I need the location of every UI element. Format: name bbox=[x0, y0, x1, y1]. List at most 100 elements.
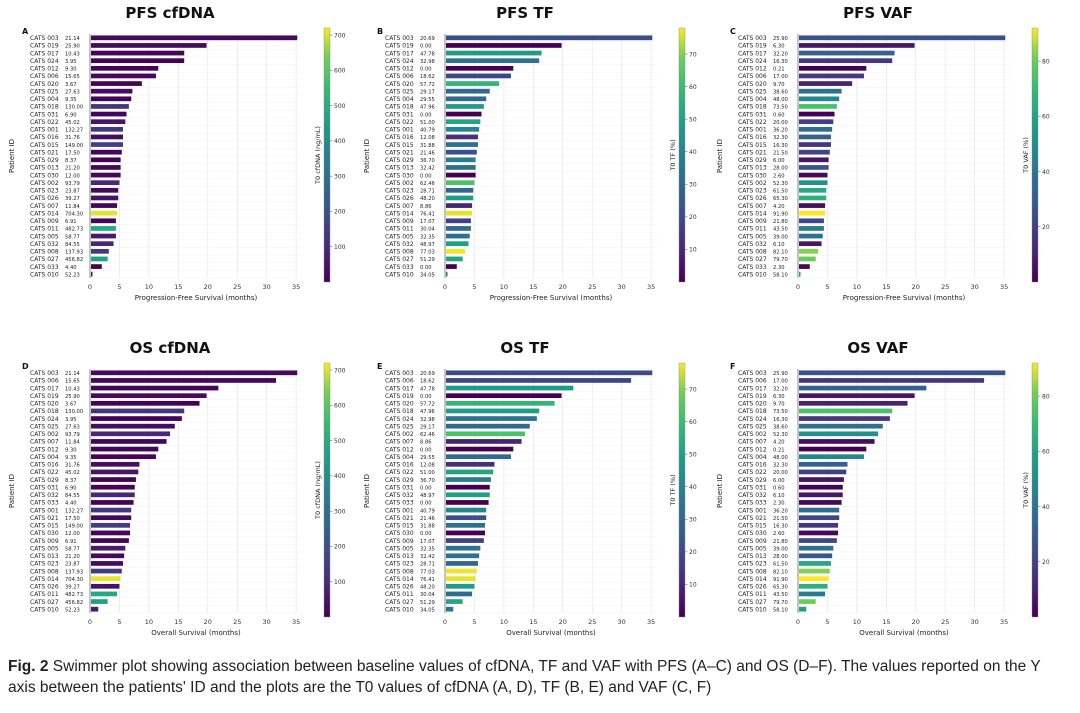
patient-id-label: CATS 015 bbox=[738, 142, 767, 149]
colorbar-tick-label: 100 bbox=[334, 579, 346, 586]
panel-letter: A bbox=[22, 27, 29, 36]
t0-value-label: 0.60 bbox=[773, 485, 785, 491]
t0-value-label: 73.50 bbox=[773, 105, 788, 111]
bar-cats-030 bbox=[446, 530, 486, 536]
t0-value-label: 149.00 bbox=[65, 524, 83, 530]
t0-value-label: 61.50 bbox=[773, 189, 788, 195]
t0-value-label: 17.00 bbox=[773, 379, 788, 385]
bar-cats-005 bbox=[91, 233, 116, 239]
panel-title: OS VAF bbox=[847, 339, 908, 357]
patient-id-label: CATS 009 bbox=[30, 538, 59, 545]
t0-value-label: 17.50 bbox=[65, 516, 80, 522]
bar-cats-022 bbox=[446, 469, 494, 475]
bar-cats-012 bbox=[799, 65, 867, 71]
colorbar-tick-label: 30 bbox=[689, 517, 697, 524]
patient-id-label: CATS 009 bbox=[738, 218, 767, 225]
patient-id-label: CATS 027 bbox=[30, 599, 59, 606]
bar-cats-009 bbox=[799, 218, 824, 224]
x-tick-label: 30 bbox=[263, 618, 271, 626]
patient-id-label: CATS 030 bbox=[738, 530, 767, 537]
bar-cats-004 bbox=[799, 96, 840, 102]
bar-cats-019 bbox=[91, 393, 207, 399]
bar-cats-031 bbox=[799, 111, 835, 117]
bar-cats-008 bbox=[446, 568, 477, 574]
patient-id-label: CATS 013 bbox=[30, 165, 59, 172]
bar-cats-011 bbox=[799, 226, 824, 231]
bar-cats-027 bbox=[91, 256, 108, 262]
patient-id-label: CATS 033 bbox=[30, 500, 59, 507]
x-tick-label: 10 bbox=[853, 618, 861, 626]
patient-id-label: CATS 016 bbox=[738, 134, 767, 141]
patient-id-label: CATS 005 bbox=[385, 233, 414, 240]
y-axis-label: Patient ID bbox=[716, 474, 724, 508]
t0-value-label: 0.21 bbox=[773, 447, 785, 453]
x-tick-label: 35 bbox=[647, 618, 655, 626]
patient-id-label: CATS 008 bbox=[738, 568, 767, 575]
bar-cats-030 bbox=[91, 172, 121, 178]
patient-id-label: CATS 003 bbox=[30, 35, 59, 42]
patient-id-label: CATS 011 bbox=[30, 226, 59, 233]
patient-id-label: CATS 017 bbox=[385, 50, 414, 57]
bar-cats-023 bbox=[91, 187, 119, 193]
panel-title: OS cfDNA bbox=[130, 339, 211, 357]
patient-id-label: CATS 010 bbox=[385, 271, 414, 278]
t0-value-label: 20.69 bbox=[420, 36, 435, 42]
x-tick-label: 5 bbox=[472, 618, 476, 626]
patient-id-label: CATS 019 bbox=[385, 43, 414, 50]
t0-value-label: 4.20 bbox=[773, 440, 785, 446]
t0-value-label: 31.88 bbox=[420, 524, 435, 530]
bar-cats-017 bbox=[91, 50, 185, 56]
patient-id-label: CATS 015 bbox=[385, 523, 414, 530]
patient-id-label: CATS 025 bbox=[738, 423, 767, 430]
t0-value-label: 16.30 bbox=[773, 524, 788, 530]
t0-value-label: 43.50 bbox=[773, 227, 788, 233]
bar-cats-023 bbox=[446, 561, 478, 566]
t0-value-label: 48.97 bbox=[420, 242, 435, 248]
t0-value-label: 17.50 bbox=[65, 150, 80, 156]
x-tick-label: 5 bbox=[117, 283, 121, 291]
colorbar-tick-label: 60 bbox=[689, 84, 697, 91]
colorbar-tick-label: 10 bbox=[689, 582, 697, 589]
x-tick-label: 15 bbox=[529, 618, 537, 626]
bar-cats-027 bbox=[799, 599, 816, 604]
patient-id-label: CATS 033 bbox=[30, 264, 59, 271]
x-tick-label: 15 bbox=[882, 618, 890, 626]
t0-value-label: 43.50 bbox=[773, 592, 788, 598]
patient-id-label: CATS 027 bbox=[385, 599, 414, 606]
bar-cats-033 bbox=[799, 264, 810, 269]
patient-id-label: CATS 006 bbox=[385, 73, 414, 80]
patient-id-label: CATS 027 bbox=[738, 599, 767, 606]
bar-cats-001 bbox=[799, 126, 833, 132]
t0-value-label: 21.80 bbox=[773, 219, 788, 225]
t0-value-label: 6.10 bbox=[773, 242, 785, 248]
patient-id-label: CATS 009 bbox=[738, 538, 767, 545]
patient-id-label: CATS 007 bbox=[385, 439, 414, 446]
t0-value-label: 58.10 bbox=[773, 607, 788, 613]
bar-cats-020 bbox=[446, 81, 500, 86]
patient-id-label: CATS 021 bbox=[30, 149, 59, 156]
t0-value-label: 32.98 bbox=[420, 59, 435, 65]
t0-value-label: 82.10 bbox=[773, 250, 788, 256]
t0-value-label: 137.93 bbox=[65, 569, 83, 575]
t0-value-label: 39.00 bbox=[773, 234, 788, 240]
bar-cats-025 bbox=[799, 88, 842, 94]
patient-id-label: CATS 030 bbox=[385, 530, 414, 537]
colorbar-label: T0 TF (%) bbox=[669, 474, 677, 506]
patient-id-label: CATS 022 bbox=[30, 119, 59, 126]
x-tick-label: 20 bbox=[912, 618, 920, 626]
bar-cats-020 bbox=[91, 81, 142, 86]
bar-cats-012 bbox=[799, 446, 867, 452]
t0-value-label: 36.20 bbox=[773, 508, 788, 514]
panel-letter: C bbox=[730, 27, 736, 36]
t0-value-label: 51.29 bbox=[420, 600, 435, 606]
patient-id-label: CATS 008 bbox=[30, 568, 59, 575]
x-tick-label: 15 bbox=[882, 283, 890, 291]
panel-letter: E bbox=[377, 362, 382, 371]
patient-id-label: CATS 022 bbox=[738, 469, 767, 476]
bar-cats-025 bbox=[446, 88, 490, 94]
bar-cats-014 bbox=[446, 210, 473, 216]
bar-cats-018 bbox=[91, 408, 185, 414]
t0-value-label: 29.55 bbox=[420, 455, 435, 461]
patient-id-label: CATS 006 bbox=[738, 378, 767, 385]
x-tick-label: 15 bbox=[174, 283, 182, 291]
